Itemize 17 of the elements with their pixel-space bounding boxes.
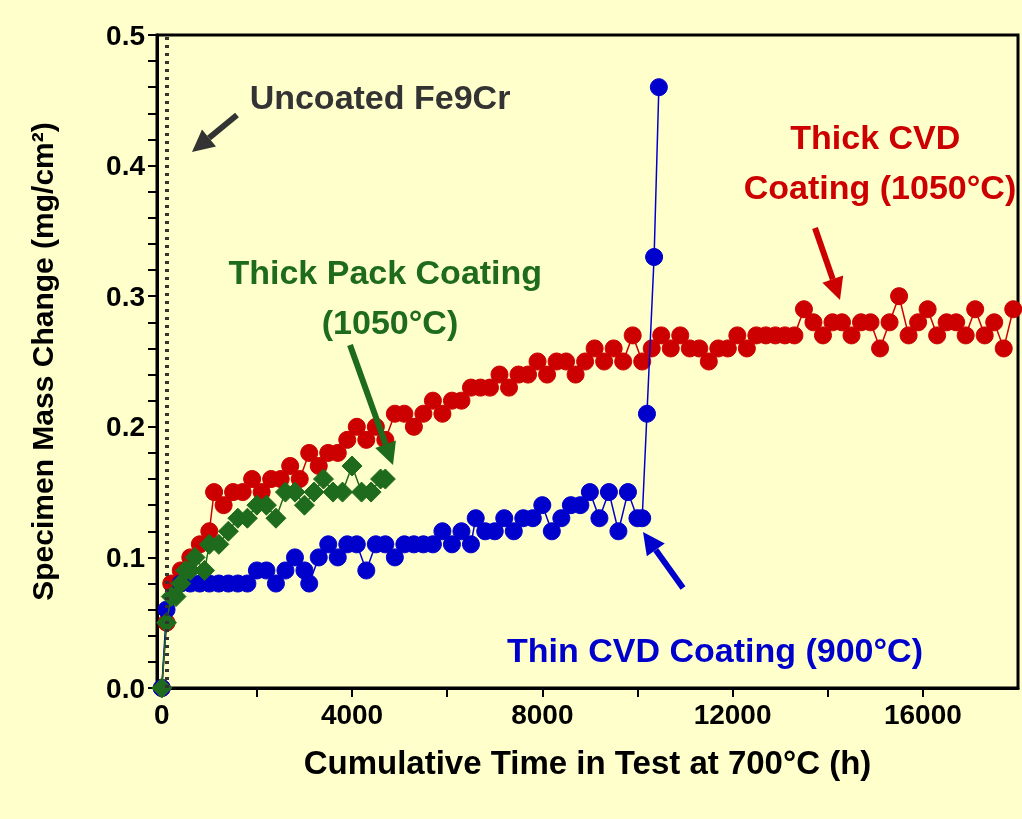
y-tick-label: 0.4: [106, 150, 146, 182]
x-tick-label: 12000: [693, 698, 772, 730]
y-tick-label: 0.0: [106, 672, 145, 704]
x-tick-label: 8000: [511, 698, 574, 730]
y-axis-title: Specimen Mass Change (mg/cm²): [25, 122, 59, 601]
x-tick-label: 4000: [320, 698, 384, 730]
x-axis-title: Cumulative Time in Test at 700°C (h): [303, 744, 872, 781]
text: Thick CVD Coating (1050°C): [743, 118, 1017, 206]
x-tick-label: 16000: [883, 698, 962, 730]
x-tick-label: 0: [153, 698, 170, 730]
y-tick-label: 0.1: [106, 541, 145, 573]
y-tick-label: 0.5: [106, 19, 145, 51]
text: Uncoated Fe9Cr: [249, 78, 511, 116]
y-tick-label: 0.3: [106, 280, 145, 312]
text: Thin CVD Coating (900°C): [507, 631, 923, 669]
text: Thick Pack Coating (1050°C): [228, 253, 552, 341]
y-tick-label: 0.2: [106, 411, 145, 443]
